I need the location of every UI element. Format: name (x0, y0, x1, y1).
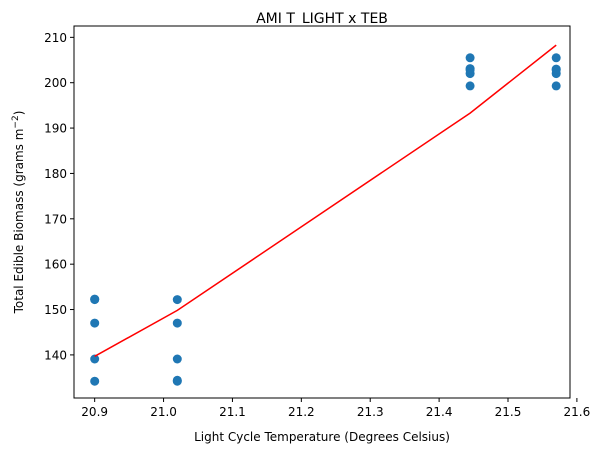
x-tick-label: 21.4 (426, 405, 453, 419)
plot-frame (73, 25, 571, 399)
plot-series (90, 44, 561, 386)
data-point (465, 64, 475, 74)
x-tick-label: 21.2 (288, 405, 315, 419)
y-tick-label: 210 (44, 31, 67, 45)
data-point (551, 81, 561, 91)
x-tick-label: 21.3 (357, 405, 384, 419)
y-tick-label: 150 (44, 303, 67, 317)
chart-title: AMI T_LIGHT x TEB (256, 11, 388, 27)
y-axis-label-sup: −2 (11, 115, 21, 128)
y-tick-label: 190 (44, 122, 67, 136)
data-point (465, 81, 475, 91)
data-point (172, 375, 182, 385)
x-tick-label: 21.1 (219, 405, 246, 419)
data-point (172, 295, 182, 305)
y-tick-label: 140 (44, 348, 67, 362)
y-tick-label: 200 (44, 76, 67, 90)
y-tick-label: 180 (44, 167, 67, 181)
data-point (172, 318, 182, 328)
y-tick-label: 170 (44, 212, 67, 226)
y-axis-label-main: Total Edible Biomass (grams m (12, 129, 26, 315)
x-tick-label: 20.9 (81, 405, 108, 419)
data-point (551, 64, 561, 74)
x-axis-label: Light Cycle Temperature (Degrees Celsius… (194, 430, 450, 444)
data-point (90, 354, 100, 364)
data-point (90, 318, 100, 328)
data-point (90, 376, 100, 386)
y-axis: 140 150 160 170 180 190 200 210 (44, 31, 74, 362)
fit-line (94, 44, 557, 357)
x-tick-label: 21.5 (495, 405, 522, 419)
x-axis: 20.9 21.0 21.1 21.2 21.3 21.4 21.5 21.6 (81, 398, 590, 419)
x-tick-label: 21.0 (150, 405, 177, 419)
data-point (551, 53, 561, 63)
data-point (90, 294, 100, 304)
y-tick-label: 160 (44, 258, 67, 272)
data-point (172, 354, 182, 364)
x-tick-label: 21.6 (564, 405, 591, 419)
y-axis-label: Total Edible Biomass (grams m−2) (11, 111, 26, 315)
data-point (465, 53, 475, 63)
y-axis-label-close: ) (12, 111, 26, 116)
